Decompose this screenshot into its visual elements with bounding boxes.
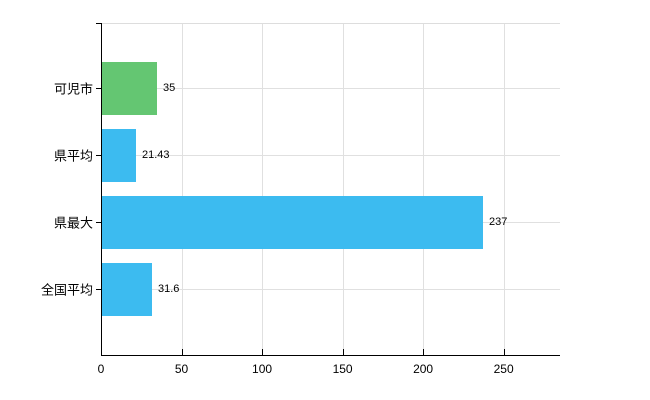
x-axis-tick [342, 349, 344, 355]
category-label: 県最大 [53, 215, 93, 231]
x-axis-tick [101, 349, 102, 355]
x-axis-tick-label: 150 [332, 362, 353, 376]
gridline-vertical [181, 23, 183, 355]
gridline-vertical [342, 23, 344, 355]
bar-1 [101, 61, 157, 115]
gridline-horizontal [101, 155, 560, 156]
x-axis-tick-label: 200 [413, 362, 434, 376]
y-axis-line [101, 23, 102, 356]
x-axis-line [101, 355, 560, 356]
bar-value-label: 237 [489, 216, 508, 228]
y-axis-tick [96, 222, 101, 223]
gridline-vertical [503, 23, 505, 355]
y-axis-tick [96, 88, 101, 89]
x-axis-tick [423, 349, 425, 355]
y-axis-tick [96, 23, 101, 24]
plot-top-border [101, 23, 560, 24]
x-axis-tick [262, 349, 264, 355]
bar-3 [101, 195, 483, 249]
bar-2 [101, 128, 136, 182]
bar-value-label: 21.43 [142, 149, 170, 161]
gridline-vertical [423, 23, 425, 355]
x-axis-tick-label: 100 [252, 362, 273, 376]
bar-value-label: 35 [163, 82, 176, 94]
gridline-vertical [262, 23, 264, 355]
category-label: 全国平均 [40, 282, 93, 298]
bar-value-label: 31.6 [158, 283, 180, 295]
x-axis-tick-label: 50 [174, 362, 189, 376]
y-axis-tick [96, 289, 101, 290]
category-label: 可児市 [53, 81, 93, 97]
gridline-horizontal [101, 88, 560, 89]
x-axis-tick-label: 250 [493, 362, 514, 376]
y-axis-tick [96, 155, 101, 156]
category-label: 県平均 [53, 148, 93, 164]
gridline-horizontal [101, 289, 560, 290]
bar-4 [101, 262, 152, 316]
x-axis-tick [503, 349, 505, 355]
x-axis-tick [181, 349, 183, 355]
x-axis-tick-label: 0 [97, 362, 105, 376]
